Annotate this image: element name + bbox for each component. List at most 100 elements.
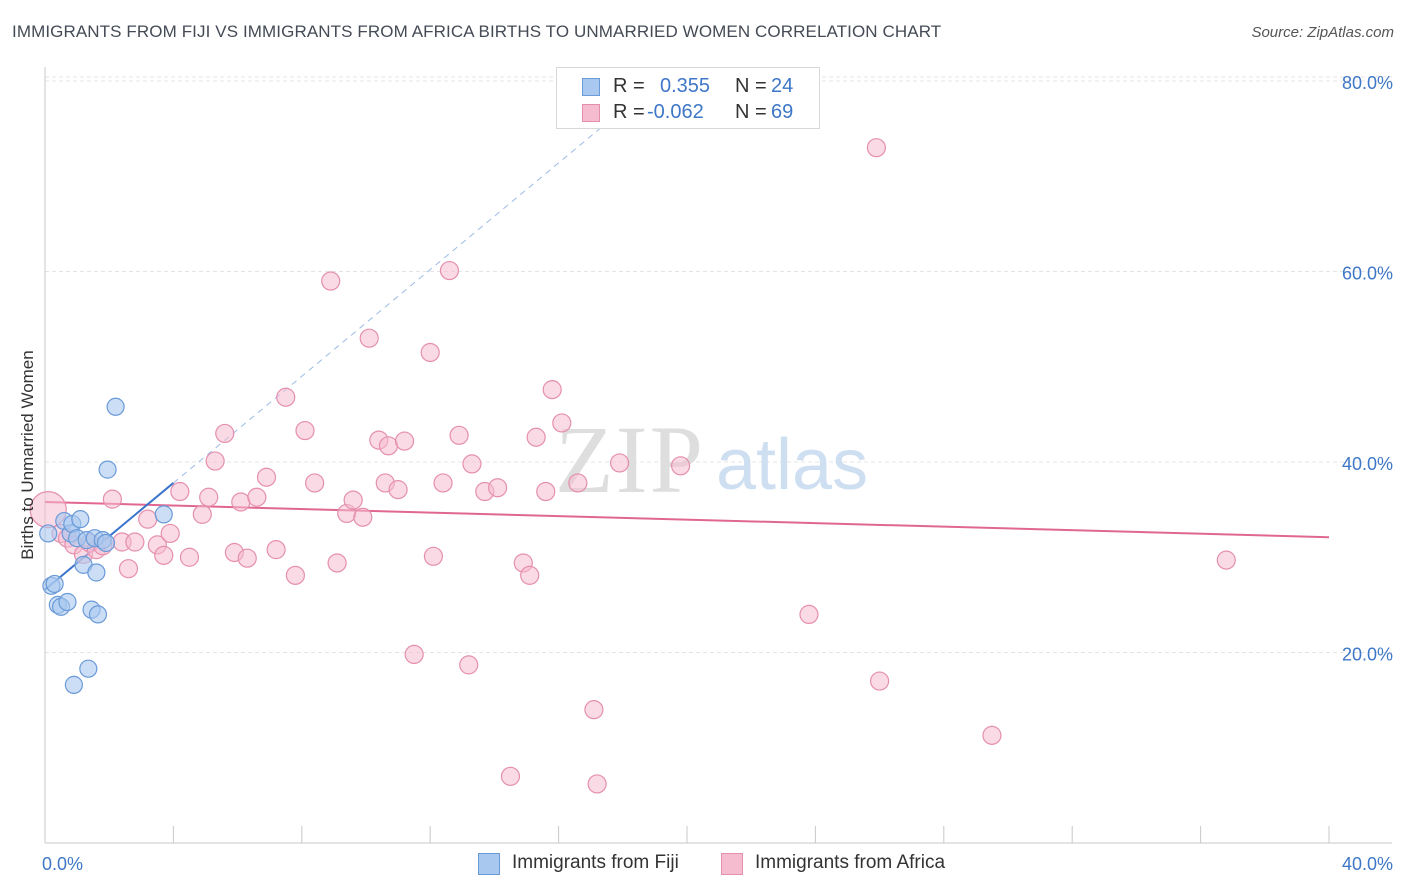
x-tick-label-min: 0.0% xyxy=(42,854,83,874)
africa-point xyxy=(542,380,562,400)
africa-point xyxy=(520,565,540,585)
fiji-point xyxy=(98,460,117,479)
chart-title: IMMIGRANTS FROM FIJI VS IMMIGRANTS FROM … xyxy=(12,22,942,41)
africa-point xyxy=(459,655,479,675)
source-credit: Source: ZipAtlas.com xyxy=(1251,24,1394,41)
africa-point xyxy=(138,509,158,529)
africa-point xyxy=(488,478,508,498)
africa-point xyxy=(321,271,341,291)
africa-point xyxy=(982,725,1002,745)
fiji-point xyxy=(154,505,173,524)
africa-point xyxy=(285,565,305,585)
fiji-point xyxy=(64,675,83,694)
fiji-point xyxy=(45,574,64,594)
africa-point xyxy=(205,451,225,471)
africa-point xyxy=(799,604,819,625)
africa-point xyxy=(327,553,347,573)
africa-point xyxy=(500,766,521,786)
africa-point xyxy=(237,548,257,568)
fiji-point xyxy=(96,533,116,553)
fiji-trendline-extension xyxy=(173,109,624,484)
africa-point xyxy=(388,480,408,500)
africa-point xyxy=(343,490,363,510)
africa-point xyxy=(276,387,296,407)
fiji-points xyxy=(39,397,173,694)
series-legend: Immigrants from Fiji Immigrants from Afr… xyxy=(0,851,1406,879)
r-label-africa: R = xyxy=(613,101,645,123)
africa-point xyxy=(353,507,373,527)
africa-point xyxy=(394,431,415,451)
fiji-point xyxy=(106,397,125,416)
africa-swatch xyxy=(582,104,600,122)
fiji-point xyxy=(71,510,90,529)
fiji-legend-swatch xyxy=(478,853,500,875)
africa-point xyxy=(404,644,424,665)
africa-point xyxy=(420,342,440,363)
fiji-point xyxy=(88,605,108,624)
r-label-fiji: R = xyxy=(613,75,645,97)
x-tick-label-max: 40.0% xyxy=(1342,854,1393,874)
trendlines xyxy=(44,109,1330,591)
africa-point xyxy=(439,260,460,281)
africa-points xyxy=(29,138,1236,794)
africa-point xyxy=(179,547,200,567)
africa-point xyxy=(154,545,174,565)
africa-point xyxy=(584,700,604,720)
africa-point xyxy=(160,523,180,544)
y-tick-label: 20.0% xyxy=(1342,645,1393,665)
africa-point xyxy=(568,473,588,493)
y-tick-label: 80.0% xyxy=(1342,73,1393,93)
africa-point xyxy=(609,453,630,473)
correlation-legend: R = 0.355 N = 24 R = -0.062 N = 69 xyxy=(556,67,820,129)
africa-trendline xyxy=(44,501,1330,539)
r-value-fiji: 0.355 xyxy=(660,75,711,97)
africa-point xyxy=(536,481,556,502)
africa-point xyxy=(433,473,453,493)
fiji-legend-label: Immigrants from Fiji xyxy=(512,852,679,873)
africa-point xyxy=(359,328,379,348)
africa-point xyxy=(256,467,277,487)
y-tick-label: 40.0% xyxy=(1342,454,1393,474)
africa-point xyxy=(670,456,691,476)
fiji-point xyxy=(58,592,77,612)
africa-point xyxy=(170,481,190,502)
fiji-point xyxy=(39,524,58,543)
africa-point xyxy=(266,540,286,560)
africa-point xyxy=(587,774,607,794)
y-tick-label: 60.0% xyxy=(1342,264,1393,284)
watermark-atlas: atlas xyxy=(716,425,868,505)
africa-point xyxy=(526,427,546,447)
africa-point xyxy=(247,487,267,507)
africa-point xyxy=(1216,550,1236,570)
fiji-swatch xyxy=(582,78,600,96)
africa-point xyxy=(295,420,315,441)
n-label-africa: N = xyxy=(735,101,767,123)
africa-point xyxy=(125,532,145,552)
africa-point xyxy=(215,423,235,444)
africa-point xyxy=(102,489,123,509)
n-value-africa: 69 xyxy=(771,101,794,123)
africa-point xyxy=(423,546,444,566)
africa-point xyxy=(869,671,890,691)
africa-point xyxy=(305,473,325,493)
axis-labels: 20.0% 40.0% 60.0% 80.0% 0.0% 40.0% Births to U… xyxy=(18,73,1393,874)
africa-point xyxy=(192,504,212,524)
n-label-fiji: N = xyxy=(735,75,767,97)
africa-point xyxy=(462,454,482,474)
africa-point xyxy=(552,413,572,433)
africa-point xyxy=(231,492,251,512)
africa-point xyxy=(449,425,469,445)
africa-point xyxy=(378,436,399,456)
africa-point xyxy=(866,138,886,158)
africa-point xyxy=(118,559,139,579)
axes xyxy=(44,67,1392,844)
fiji-point xyxy=(87,563,106,582)
r-value-africa: -0.062 xyxy=(647,101,704,123)
n-value-fiji: 24 xyxy=(771,75,794,97)
africa-legend-swatch xyxy=(721,853,743,875)
africa-point xyxy=(199,487,219,507)
legend-row-fiji: R = 0.355 N = 24 xyxy=(557,74,819,100)
legend-row-africa: R = -0.062 N = 69 xyxy=(557,100,819,126)
africa-legend-label: Immigrants from Africa xyxy=(755,852,946,873)
